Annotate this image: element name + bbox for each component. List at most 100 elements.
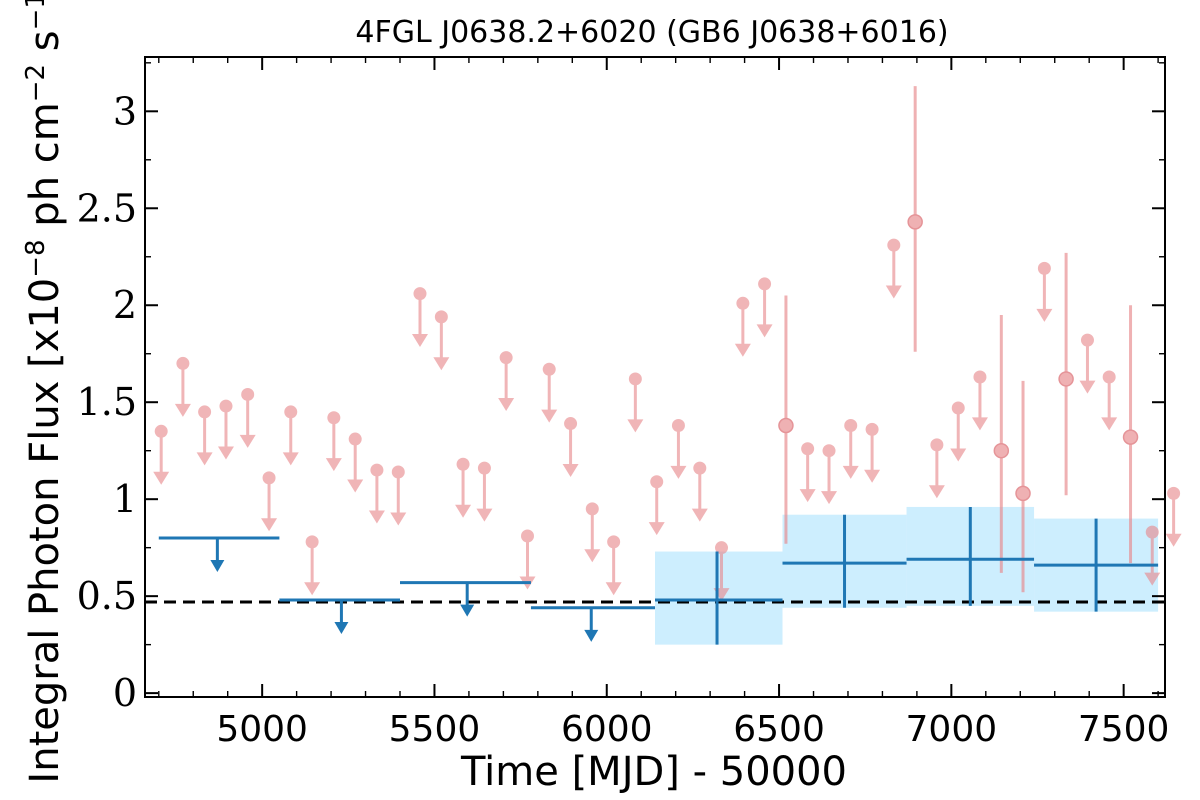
short-ul-marker — [1080, 333, 1094, 347]
short-ul-arrowhead — [455, 504, 472, 518]
short-upper-limit-33 — [885, 238, 902, 299]
y-tick-label-5: 2.5 — [77, 186, 137, 230]
y-axis-label-unit1: ph cm — [22, 102, 68, 239]
short-ul-marker — [477, 461, 491, 475]
plot-frame — [144, 56, 1166, 698]
short-upper-limit-20 — [584, 502, 601, 563]
short-ul-marker — [370, 463, 384, 477]
short-ul-marker — [628, 372, 642, 386]
short-ul-marker — [693, 461, 707, 475]
short-upper-limit-38 — [1079, 333, 1096, 394]
short-ul-marker — [951, 401, 965, 415]
short-detection-3 — [1015, 380, 1031, 593]
short-ul-arrowhead — [368, 510, 385, 524]
long-bin-band-0 — [655, 551, 783, 645]
short-det-marker — [907, 214, 923, 230]
short-ul-arrowhead — [498, 398, 515, 412]
short-ul-arrowhead — [1165, 533, 1182, 547]
short-ul-marker — [284, 405, 298, 419]
y-axis-label-unit2: s — [22, 30, 68, 64]
short-upper-limit-15 — [476, 461, 493, 522]
short-det-marker — [778, 417, 794, 434]
short-ul-marker — [348, 432, 362, 446]
short-upper-limit-2 — [196, 405, 213, 466]
short-upper-limit-18 — [541, 362, 558, 423]
short-ul-arrowhead — [347, 479, 364, 493]
short-ul-marker — [887, 238, 901, 252]
short-ul-marker — [1145, 525, 1159, 539]
long-ul-arrowhead — [334, 622, 349, 635]
short-bin-series — [153, 86, 1182, 602]
short-ul-marker — [844, 418, 858, 432]
y-tick-label-6: 3 — [113, 89, 137, 133]
short-ul-arrowhead — [153, 471, 170, 485]
short-ul-marker — [801, 442, 815, 456]
short-upper-limit-32 — [864, 422, 881, 483]
short-upper-limit-17 — [519, 529, 536, 590]
short-ul-arrowhead — [541, 409, 558, 423]
short-ul-arrowhead — [239, 434, 256, 448]
short-upper-limit-4 — [239, 387, 256, 448]
short-ul-arrowhead — [756, 324, 773, 338]
y-axis-label: Integral Photon Flux [x10−8 ph cm−2 s−1] — [21, 0, 68, 784]
short-ul-arrowhead — [325, 458, 342, 472]
long-bin-error-bands — [655, 506, 1159, 645]
short-ul-arrowhead — [864, 469, 881, 483]
short-ul-marker — [456, 457, 470, 471]
short-upper-limit-35 — [950, 401, 967, 462]
short-ul-arrowhead — [691, 508, 708, 522]
short-upper-limit-14 — [455, 457, 472, 518]
short-ul-marker — [973, 370, 987, 384]
short-upper-limit-23 — [648, 475, 665, 536]
short-ul-arrowhead — [627, 419, 644, 433]
short-ul-arrowhead — [821, 491, 838, 505]
long-ul-arrowhead — [460, 604, 475, 617]
short-upper-limit-21 — [605, 535, 622, 596]
short-ul-marker — [154, 424, 168, 438]
short-ul-marker — [219, 399, 233, 413]
short-ul-marker — [930, 438, 944, 452]
long-bin-series — [158, 506, 1159, 645]
short-upper-limit-3 — [217, 399, 234, 460]
chart-title: 4FGL J0638.2+6020 (GB6 J0638+6016) — [355, 15, 948, 50]
y-axis-label-main: Integral Photon Flux [x10 — [22, 278, 68, 784]
x-tick-label-7000: 7000 — [906, 709, 998, 750]
y-tick-label-3: 1.5 — [77, 380, 137, 424]
short-upper-limit-19 — [562, 417, 579, 477]
short-ul-marker — [521, 529, 534, 543]
short-ul-marker — [176, 356, 190, 370]
short-ul-arrowhead — [971, 417, 988, 431]
short-det-marker — [1122, 429, 1139, 445]
short-upper-limit-40 — [1144, 525, 1161, 586]
short-ul-marker — [413, 287, 427, 301]
short-ul-arrowhead — [584, 549, 601, 563]
long-detection-1 — [782, 514, 907, 608]
short-ul-arrowhead — [885, 285, 902, 299]
long-upper-limit-1 — [279, 598, 400, 635]
short-ul-marker — [758, 277, 772, 291]
short-ul-marker — [434, 310, 448, 324]
short-ul-arrowhead — [605, 582, 622, 596]
short-upper-limit-27 — [734, 296, 751, 357]
short-upper-limit-6 — [282, 405, 299, 466]
x-tick-label-5000: 5000 — [216, 709, 308, 750]
short-upper-limit-28 — [756, 277, 773, 338]
x-tick-label-5500: 5500 — [389, 709, 481, 750]
y-axis-label-exp2: −2 — [21, 64, 51, 102]
short-upper-limit-9 — [347, 432, 364, 493]
short-ul-arrowhead — [950, 448, 967, 462]
short-upper-limit-8 — [325, 411, 342, 472]
short-ul-marker — [671, 418, 685, 432]
short-ul-arrowhead — [304, 582, 321, 596]
short-ul-marker — [607, 535, 621, 549]
short-upper-limit-1 — [174, 356, 191, 417]
plot-axes: 5000 5500 6000 6500 7000 7500 0 0.5 1 1.5 2 2.5 3 — [77, 56, 1169, 750]
short-upper-limit-16 — [498, 351, 515, 412]
short-detection-1 — [907, 86, 923, 352]
short-upper-limit-36 — [971, 370, 988, 431]
short-ul-arrowhead — [1144, 572, 1161, 586]
short-upper-limit-25 — [691, 461, 708, 522]
short-ul-arrowhead — [670, 465, 687, 479]
short-ul-marker — [305, 535, 319, 549]
long-detection-3 — [1034, 518, 1159, 612]
